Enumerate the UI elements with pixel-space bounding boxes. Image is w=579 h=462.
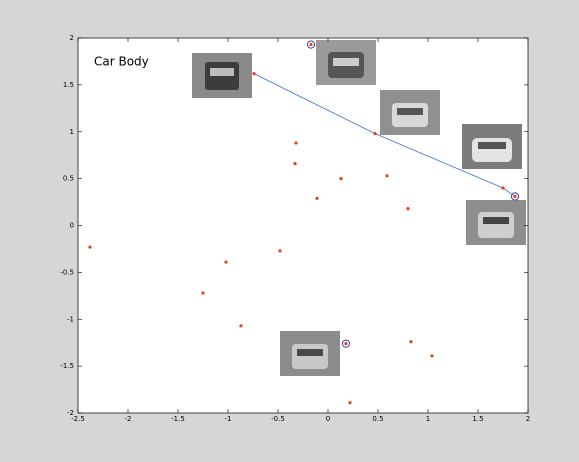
x-tick-label: -2: [125, 415, 132, 423]
y-tick-label: -1: [67, 315, 74, 323]
car-photo: [192, 53, 252, 98]
x-tick-label: 1.5: [472, 415, 483, 423]
point: [344, 342, 347, 345]
x-tick-label: 1: [426, 415, 430, 423]
point: [309, 43, 312, 46]
car-photo: [462, 124, 522, 169]
y-tick-label: 1: [70, 128, 74, 136]
car-photo: [316, 40, 376, 85]
y-tick-label: -1.5: [60, 362, 74, 370]
point: [430, 354, 433, 357]
car-photo: [280, 331, 340, 376]
x-tick-label: -0.5: [271, 415, 285, 423]
point: [348, 401, 351, 404]
point: [224, 260, 227, 263]
car-photo: [466, 200, 526, 245]
y-tick-label: -0.5: [60, 268, 74, 276]
point: [293, 162, 296, 165]
x-tick-label: -1.5: [171, 415, 185, 423]
point: [385, 174, 388, 177]
x-tick-label: 0: [326, 415, 330, 423]
figure: Car Body -2.5-2-1.5-1-0.500.511.52-2-1.5…: [0, 0, 579, 462]
y-tick-label: 0.5: [63, 175, 74, 183]
point: [201, 291, 204, 294]
point: [88, 245, 91, 248]
point: [294, 141, 297, 144]
y-tick-label: -2: [67, 409, 74, 417]
point: [252, 72, 255, 75]
x-tick-label: 2: [526, 415, 530, 423]
x-tick-label: 0.5: [372, 415, 383, 423]
point: [513, 195, 516, 198]
point: [239, 324, 242, 327]
y-tick-label: 0: [70, 222, 74, 230]
point: [409, 340, 412, 343]
point: [315, 197, 318, 200]
y-tick-label: 2: [70, 34, 74, 42]
point: [339, 177, 342, 180]
annotation: Car Body: [94, 55, 149, 69]
point: [373, 132, 376, 135]
point: [501, 186, 504, 189]
y-tick-label: 1.5: [63, 81, 74, 89]
car-photo: [380, 90, 440, 135]
x-tick-label: -1: [225, 415, 232, 423]
point: [278, 249, 281, 252]
point: [406, 207, 409, 210]
